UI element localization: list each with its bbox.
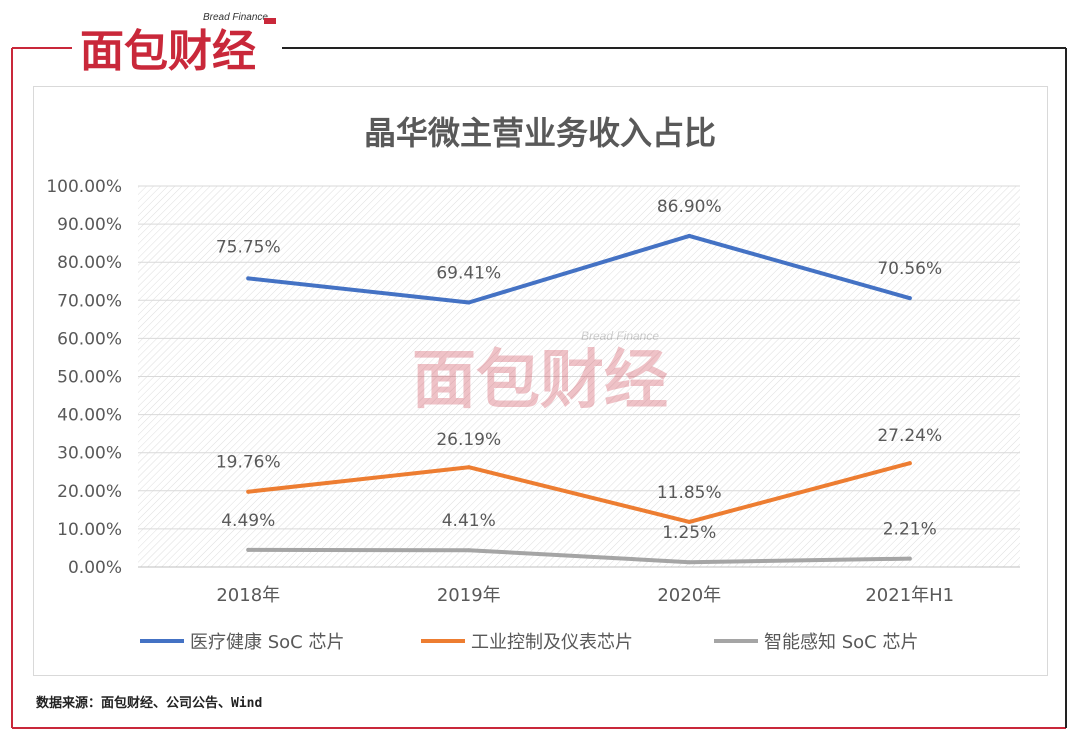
brand-logo: Bread Finance 面包财经 (72, 8, 282, 80)
legend-swatch-medical (140, 639, 184, 643)
legend-item-sensing: 智能感知 SoC 芯片 (714, 628, 918, 654)
data-point (246, 276, 251, 281)
x-tick-label: 2018年 (216, 585, 280, 606)
axes: 0.00% 10.00% 20.00% 30.00% 40.00% 50.00% 60.00… (46, 177, 1020, 606)
legend-label-industrial: 工业控制及仪表芯片 (471, 632, 633, 653)
y-tick-label: 40.00% (57, 406, 122, 426)
data-label: 86.90% (657, 197, 722, 217)
data-point (907, 461, 912, 466)
source-note: 数据来源：面包财经、公司公告、Wind (36, 696, 263, 711)
series-line-1 (246, 461, 912, 524)
data-point (246, 547, 251, 552)
legend-swatch-industrial (421, 639, 465, 643)
y-tick-label: 30.00% (57, 444, 122, 464)
y-tick-label: 20.00% (57, 482, 122, 502)
y-tick-label: 80.00% (57, 253, 122, 273)
y-tick-label: 60.00% (57, 329, 122, 349)
chart-title: 晶华微主营业务收入占比 (363, 114, 716, 152)
data-point (687, 560, 692, 565)
data-label: 19.76% (216, 453, 281, 473)
legend-item-medical: 医疗健康 SoC 芯片 (140, 628, 344, 654)
y-tick-label: 100.00% (46, 177, 122, 197)
brand-logo-english: Bread Finance (202, 12, 268, 23)
x-tick-label: 2020年 (657, 585, 721, 606)
data-label: 4.49% (221, 511, 275, 531)
legend-swatch-sensing (714, 639, 758, 643)
y-tick-label: 10.00% (57, 520, 122, 540)
data-point (907, 556, 912, 561)
series-line-2 (246, 547, 912, 565)
legend-label-medical: 医疗健康 SoC 芯片 (190, 632, 345, 653)
data-point (246, 489, 251, 494)
y-tick-label: 0.00% (68, 558, 122, 578)
brand-logo-chinese: 面包财经 (80, 26, 256, 77)
x-tick-label: 2019年 (437, 585, 501, 606)
legend-label-sensing: 智能感知 SoC 芯片 (764, 632, 919, 653)
data-point (687, 233, 692, 238)
watermark: Bread Finance 面包财经 (412, 329, 668, 418)
y-tick-label: 70.00% (57, 291, 122, 311)
y-tick-label: 90.00% (57, 215, 122, 235)
data-label: 70.56% (877, 259, 942, 279)
data-label: 11.85% (657, 483, 722, 503)
x-tick-label: 2021年H1 (865, 585, 954, 606)
data-point (466, 300, 471, 305)
data-label: 27.24% (877, 426, 942, 446)
data-label: 4.41% (442, 511, 496, 531)
watermark-english: Bread Finance (581, 329, 659, 343)
legend-item-industrial: 工业控制及仪表芯片 (421, 628, 633, 654)
series-line-0 (246, 233, 912, 305)
watermark-chinese: 面包财经 (412, 344, 668, 418)
brand-logo-accent (264, 18, 276, 24)
data-label: 69.41% (436, 264, 501, 284)
data-label: 75.75% (216, 237, 281, 257)
y-tick-label: 50.00% (57, 368, 122, 388)
data-label: 1.25% (662, 523, 716, 543)
data-point (907, 296, 912, 301)
data-point (466, 465, 471, 470)
data-label: 2.21% (883, 520, 937, 540)
data-labels: 75.75% 69.41% 86.90% 70.56% 19.76% 26.19% 11.8… (216, 197, 942, 543)
series-lines (246, 233, 912, 565)
data-label: 26.19% (436, 430, 501, 450)
data-point (687, 519, 692, 524)
data-point (466, 548, 471, 553)
